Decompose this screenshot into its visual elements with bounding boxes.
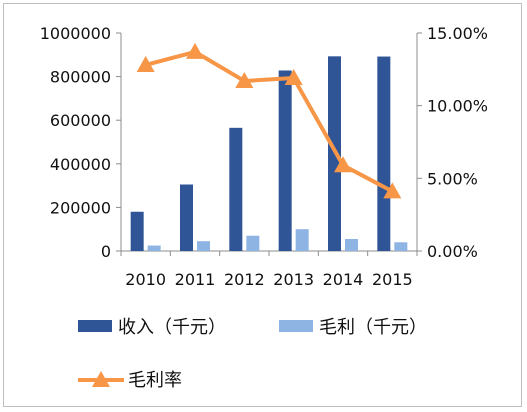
margin-rate-marker <box>334 156 352 173</box>
right-tick-label: 15.00% <box>427 24 488 43</box>
chart-frame: 0 200000 400000 600000 800000 1000000 0.00% 5.0… <box>3 3 522 407</box>
left-tick-label: 400000 <box>50 155 111 174</box>
x-tick-label: 2014 <box>323 270 364 289</box>
bar-revenue <box>278 70 292 251</box>
left-tick-label: 0 <box>101 242 111 261</box>
x-tick-label: 2010 <box>125 270 166 289</box>
legend-marker-margin-rate <box>92 371 110 387</box>
legend-label-margin-rate: 毛利率 <box>128 370 182 391</box>
x-tick-label: 2012 <box>224 270 265 289</box>
bar-gross-profit <box>246 235 260 251</box>
margin-rate-line <box>145 49 394 194</box>
bar-gross-profit <box>197 241 210 251</box>
legend-label-revenue: 收入（千元） <box>118 317 226 338</box>
bar-gross-profit <box>295 229 309 251</box>
x-tick-label: 2013 <box>273 270 314 289</box>
combo-chart: 0 200000 400000 600000 800000 1000000 0.00% 5.0… <box>40 24 488 391</box>
x-tick-label: 2015 <box>372 270 413 289</box>
left-tick-label: 200000 <box>50 198 111 217</box>
bar-gross-profit <box>345 239 358 251</box>
left-tick-label: 800000 <box>50 68 111 87</box>
margin-rate-marker <box>284 69 303 86</box>
bar-gross-profit <box>147 245 161 251</box>
left-tick-label: 600000 <box>50 111 111 130</box>
legend-swatch-revenue <box>78 320 112 332</box>
bar-gross-profit <box>394 242 408 251</box>
bar-revenue <box>229 127 243 251</box>
right-tick-label: 0.00% <box>427 242 478 261</box>
legend-label-gross-profit: 毛利（千元） <box>319 317 427 338</box>
margin-rate-marker <box>383 182 402 199</box>
bar-revenue <box>180 184 193 251</box>
left-tick-label: 1000000 <box>40 24 111 43</box>
x-tick-label: 2011 <box>175 270 216 289</box>
right-tick-label: 10.00% <box>427 97 488 116</box>
bar-revenue <box>130 211 144 251</box>
margin-rate-marker <box>136 55 155 72</box>
margin-rate-marker <box>186 42 204 59</box>
margin-rate-marker <box>235 71 254 88</box>
legend-swatch-gross-profit <box>279 320 313 332</box>
right-tick-label: 5.00% <box>427 169 478 188</box>
bar-revenue <box>377 56 391 251</box>
